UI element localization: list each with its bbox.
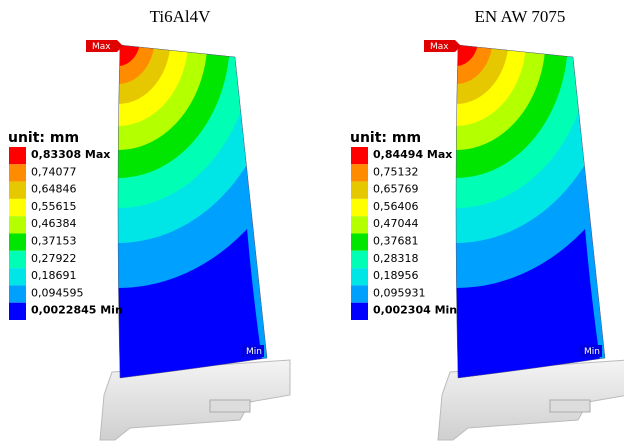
legend-swatch xyxy=(351,303,368,320)
legend-swatch xyxy=(351,164,368,181)
legend-swatch xyxy=(9,147,26,164)
legend-unit: unit: mm xyxy=(8,130,79,146)
legend-label: 0,56406 xyxy=(373,200,419,213)
max-tag-text: Max xyxy=(92,42,111,52)
contour xyxy=(434,10,479,66)
panel-title: EN AW 7075 xyxy=(475,7,566,26)
max-tag-text: Max xyxy=(430,42,449,52)
legend-swatch xyxy=(351,216,368,233)
panel-title: Ti6Al4V xyxy=(150,7,212,26)
legend-unit: unit: mm xyxy=(350,130,421,146)
legend-label: 0,094595 xyxy=(31,286,84,299)
contour xyxy=(96,10,141,66)
legend-swatch xyxy=(9,234,26,251)
legend-swatch xyxy=(9,216,26,233)
min-tag-text: Min xyxy=(246,347,262,357)
legend-swatch xyxy=(9,251,26,268)
blade xyxy=(256,0,624,390)
screenshot: Ti6Al4V Max Min unit: mm 0,83308 Max 0,74077 0… xyxy=(0,0,624,442)
legend-swatch xyxy=(351,251,368,268)
legend-swatch xyxy=(9,182,26,199)
legend-label: 0,47044 xyxy=(373,217,419,230)
legend-label: 0,095931 xyxy=(373,286,426,299)
legend-label: 0,37153 xyxy=(31,235,77,248)
legend-swatch xyxy=(9,164,26,181)
legend-swatch xyxy=(9,268,26,285)
legend-label: 0,28318 xyxy=(373,252,419,265)
legend-swatch xyxy=(351,234,368,251)
legend-swatch xyxy=(351,268,368,285)
legend-swatch xyxy=(351,147,368,164)
legend-label: 0,83308 Max xyxy=(31,148,110,161)
legend-label: 0,64846 xyxy=(31,183,77,196)
legend-label: 0,18691 xyxy=(31,269,77,282)
panel: EN AW 7075 Max Min unit: mm 0,84494 Max 0,751… xyxy=(256,0,624,440)
legend-label: 0,84494 Max xyxy=(373,148,452,161)
legend-label: 0,75132 xyxy=(373,165,419,178)
legend-label: 0,74077 xyxy=(31,165,77,178)
min-tag-text: Min xyxy=(584,347,600,357)
legend-swatch xyxy=(9,199,26,216)
base-slot xyxy=(550,400,590,412)
legend-label: 0,65769 xyxy=(373,183,419,196)
legend-swatch xyxy=(351,182,368,199)
legend-swatch xyxy=(9,303,26,320)
legend-label: 0,55615 xyxy=(31,200,77,213)
legend-label: 0,46384 xyxy=(31,217,77,230)
base-slot xyxy=(210,400,250,412)
legend-label: 0,27922 xyxy=(31,252,77,265)
legend-label: 0,0022845 Min xyxy=(31,304,123,317)
legend-swatch xyxy=(351,199,368,216)
panel: Ti6Al4V Max Min unit: mm 0,83308 Max 0,74077 0… xyxy=(0,0,318,440)
legend-label: 0,002304 Min xyxy=(373,304,457,317)
legend-label: 0,37681 xyxy=(373,235,419,248)
legend-swatch xyxy=(351,285,368,302)
legend-swatch xyxy=(9,285,26,302)
legend-label: 0,18956 xyxy=(373,269,419,282)
